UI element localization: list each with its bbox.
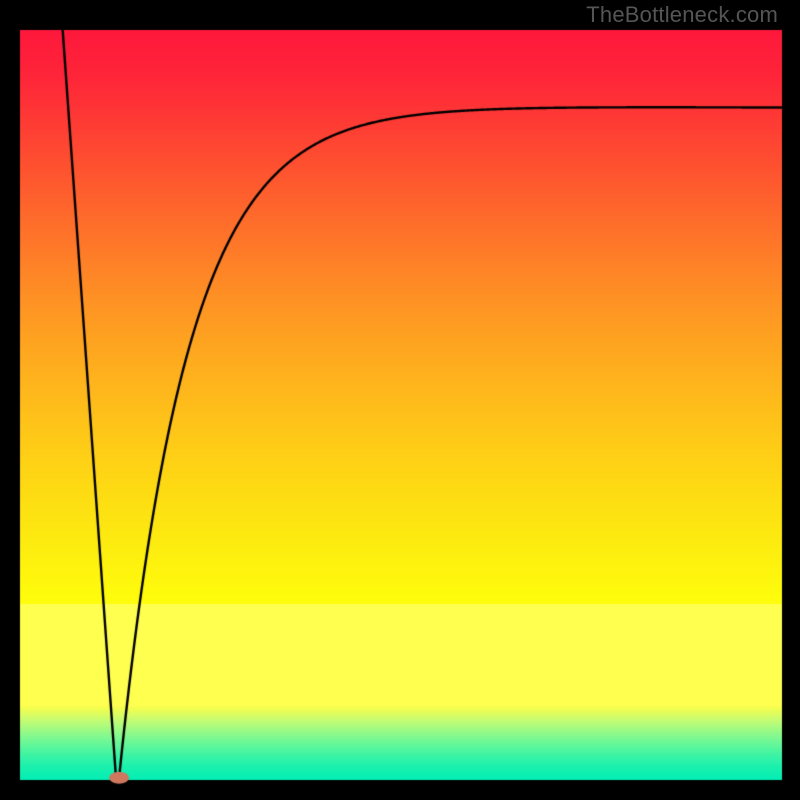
watermark-text: TheBottleneck.com [586,2,778,28]
bottleneck-chart [0,0,800,800]
